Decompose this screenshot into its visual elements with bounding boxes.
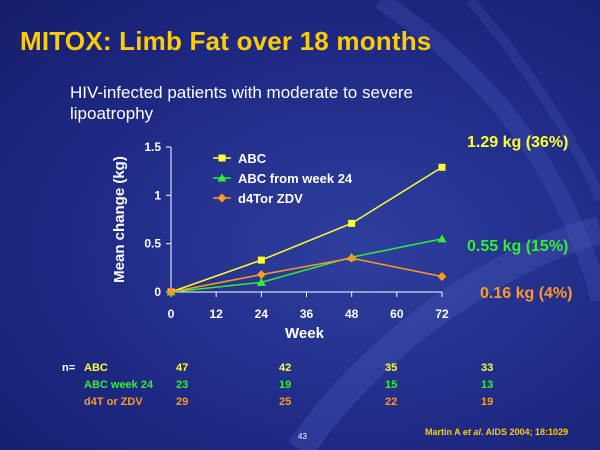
- citation-source: . AIDS 2004; 18:1029: [480, 427, 569, 437]
- x-tick-label: 72: [435, 307, 449, 321]
- n-value: 33: [481, 362, 494, 374]
- y-tick-label: 0.5: [144, 237, 161, 251]
- n-row-label: ABC: [84, 362, 108, 374]
- x-axis-label: Week: [285, 325, 325, 342]
- annotation-abc: 1.29 kg (36%): [467, 134, 569, 151]
- x-tick-label: 48: [345, 307, 359, 321]
- legend-marker-d4tor-zdv: [217, 193, 227, 203]
- data-point-abc: [348, 219, 356, 227]
- n-value: 47: [176, 362, 189, 374]
- annotation-d4t: 0.16 kg (4%): [480, 285, 573, 302]
- x-tick-label: 0: [168, 307, 175, 321]
- citation-author: Martin A: [425, 427, 463, 437]
- legend-label-abc-from-week-24: ABC from week 24: [238, 171, 353, 186]
- chart-legend: ABC ABC from week 24 d4Tor ZDV: [213, 151, 353, 206]
- annotation-abc-week24: 0.55 kg (15%): [467, 238, 569, 255]
- n-value: 35: [385, 362, 398, 374]
- y-tick-label: 1.5: [144, 140, 161, 154]
- n-value: 25: [279, 396, 292, 408]
- y-tick-label: 0: [154, 285, 161, 299]
- data-point-d4tor-zdv: [256, 270, 266, 280]
- data-point-abc-from-week-24: [437, 234, 447, 243]
- y-axis-label: Mean change (kg): [111, 156, 128, 283]
- n-prefix: n=: [62, 362, 76, 374]
- data-point-d4tor-zdv: [347, 253, 357, 263]
- series-line-abc-from-week-24: [170, 238, 443, 293]
- n-row-label: ABC week 24: [84, 379, 154, 391]
- citation-etal: et al: [462, 427, 481, 437]
- data-point-d4tor-zdv: [437, 272, 447, 282]
- n-value: 22: [385, 396, 398, 408]
- n-value: 15: [385, 379, 398, 391]
- citation: Martin A et al. AIDS 2004; 18:1029: [425, 427, 568, 437]
- data-point-abc: [257, 256, 265, 264]
- chart-series: [166, 163, 447, 297]
- chart-axes: 0 0.5 1 1.5 0 12 24 36 48 60 72 Week Mean change (kg…: [111, 140, 449, 342]
- slide-title: MITOX: Limb Fat over 18 months: [20, 26, 432, 56]
- n-value: 42: [279, 362, 292, 374]
- x-tick-label: 36: [300, 307, 314, 321]
- x-tick-label: 12: [209, 307, 223, 321]
- slide-subtitle: HIV-infected patients with moderate to s…: [70, 83, 414, 123]
- n-row-label: d4T or ZDV: [84, 396, 143, 408]
- legend-label-d4tor-zdv: d4Tor ZDV: [238, 191, 303, 206]
- n-value: 23: [176, 379, 189, 391]
- legend-marker-abc: [218, 154, 226, 162]
- y-tick-label: 1: [154, 188, 161, 202]
- data-point-abc: [438, 163, 446, 171]
- n-value: 29: [176, 396, 189, 408]
- data-point-abc-from-week-24: [256, 277, 266, 286]
- n-value: 19: [481, 396, 494, 408]
- n-value: 19: [279, 379, 292, 391]
- slide-number: 43: [298, 432, 307, 441]
- legend-marker-abc-from-week-24: [217, 173, 227, 182]
- data-point-d4tor-zdv: [166, 287, 176, 297]
- series-line-abc: [170, 166, 443, 293]
- series-line-d4tor-zdv: [170, 257, 443, 293]
- n-value: 13: [481, 379, 494, 391]
- x-tick-label: 24: [255, 307, 269, 321]
- legend-label-abc: ABC: [238, 151, 267, 166]
- x-tick-label: 60: [390, 307, 404, 321]
